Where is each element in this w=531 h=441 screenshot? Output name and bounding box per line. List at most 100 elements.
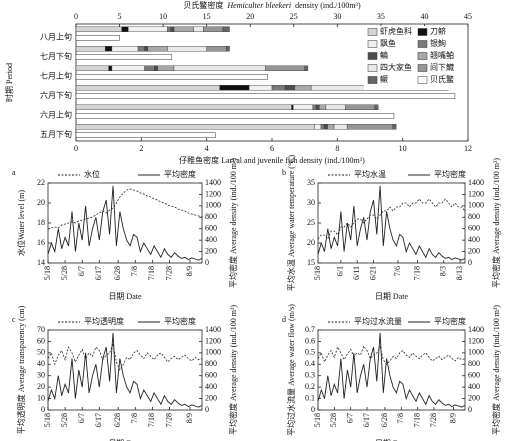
x-tick-label: 6/11 bbox=[352, 266, 361, 280]
x-tick-label: 4 bbox=[205, 144, 209, 153]
x-tick-label: 5/18 bbox=[43, 413, 52, 427]
legend-label: 鳊 bbox=[380, 50, 388, 60]
y-tick-label: 0 bbox=[311, 405, 315, 414]
legend-swatch bbox=[417, 40, 428, 48]
x-tick-label: 6/28 bbox=[113, 413, 122, 427]
y-tick-label: 七月上旬 bbox=[40, 71, 72, 81]
y-tick-label: 25 bbox=[307, 218, 315, 227]
bar-segment bbox=[319, 104, 327, 110]
legend-label: 水位 bbox=[84, 169, 100, 179]
y-axis-title: 平均过水流量 Average water flow (m/s) bbox=[286, 304, 296, 436]
y-tick-label: 30 bbox=[307, 198, 315, 207]
x-tick-label: 6 bbox=[270, 144, 274, 153]
bar-segment bbox=[137, 46, 145, 52]
x-axis-title: 日期 Date bbox=[375, 292, 409, 301]
y2-axis-title: 平均密度 Average density (ind./100 m³) bbox=[491, 158, 501, 288]
bar-segment bbox=[226, 46, 230, 52]
bar-segment bbox=[304, 65, 309, 71]
legend-swatch bbox=[367, 76, 378, 84]
bar-segment bbox=[320, 124, 325, 130]
y-tick-label: 70 bbox=[37, 325, 45, 334]
legend-label: 飘鱼 bbox=[380, 38, 396, 48]
x-tick-label: 7/28 bbox=[164, 413, 173, 427]
legend-swatch bbox=[367, 52, 378, 60]
bar bbox=[75, 74, 268, 80]
x-tick-label: 7/8 bbox=[130, 266, 139, 276]
y2-tick-label: 600 bbox=[468, 371, 480, 380]
legend-label: 虾虎鱼科 bbox=[380, 26, 412, 36]
x-tick-label: 7/18 bbox=[147, 266, 156, 280]
y-tick-label: 10 bbox=[37, 393, 45, 402]
y-tick-label: 0.2 bbox=[305, 382, 315, 391]
x-axis-title: 日期 Date bbox=[108, 292, 142, 301]
legend-label: 翘嘴鲌 bbox=[430, 50, 454, 60]
plot-frame bbox=[317, 329, 466, 411]
bar-segment bbox=[75, 124, 315, 130]
x-tick-label: 0 bbox=[74, 144, 78, 153]
y2-axis-title: 平均密度 Average density (ind./100 m³) bbox=[228, 305, 238, 435]
y-tick-label: 50 bbox=[37, 348, 45, 357]
y2-tick-label: 200 bbox=[468, 393, 480, 402]
bar-segment bbox=[193, 26, 204, 32]
y-axis-title: 平均透明度 Average transparency (cm) bbox=[16, 305, 26, 434]
legend-label: 鳜 bbox=[380, 74, 388, 84]
bar-segment bbox=[284, 85, 296, 91]
x-tick-label: 8/13 bbox=[455, 266, 464, 280]
bar-segment bbox=[315, 104, 320, 110]
legend-label: 平均密度 bbox=[164, 169, 196, 179]
x2-tick-label: 25 bbox=[290, 12, 298, 21]
legend-swatch bbox=[367, 28, 378, 36]
x-tick-label: 6/28 bbox=[380, 413, 389, 427]
x-tick-label: 10 bbox=[399, 144, 407, 153]
bar bbox=[75, 54, 173, 60]
x-tick-label: 8 bbox=[335, 144, 339, 153]
y-tick-label: 14 bbox=[37, 258, 45, 267]
legend-label: 平均透明度 bbox=[84, 316, 124, 326]
bar bbox=[75, 132, 216, 138]
x-tick-label: 6/1 bbox=[336, 266, 345, 276]
y-tick-label: 0 bbox=[41, 405, 45, 414]
bar bbox=[75, 93, 456, 99]
series-line bbox=[317, 332, 466, 408]
x-tick-label: 8/9 bbox=[185, 413, 194, 423]
x2-tick-label: 10 bbox=[159, 12, 167, 21]
x-tick-label: 7/28 bbox=[429, 413, 438, 427]
y2-tick-label: 200 bbox=[205, 393, 217, 402]
series-line bbox=[317, 345, 466, 365]
legend-label: 贝氏鳘 bbox=[430, 74, 454, 84]
series-line bbox=[317, 185, 466, 261]
x-tick-label: 5/28 bbox=[329, 413, 338, 427]
y-tick-label: 35 bbox=[307, 178, 315, 187]
legend-label: 间下鱵 bbox=[430, 62, 454, 72]
y2-tick-label: 0 bbox=[205, 258, 209, 267]
x-tick-label: 6/17 bbox=[362, 413, 371, 427]
y2-tick-label: 800 bbox=[468, 212, 480, 221]
bar-segment bbox=[154, 65, 158, 71]
bar-segment bbox=[248, 85, 273, 91]
y2-tick-label: 600 bbox=[205, 224, 217, 233]
y2-tick-label: 1000 bbox=[468, 348, 484, 357]
x-tick-label: 8/9 bbox=[185, 266, 194, 276]
legend-label: 平均水温 bbox=[354, 169, 386, 179]
x-axis-title: 日期 Date bbox=[375, 439, 409, 441]
x-tick-label: 6/28 bbox=[113, 266, 122, 280]
bar-segment bbox=[206, 46, 227, 52]
y-tick-label: 20 bbox=[307, 238, 315, 247]
y2-tick-label: 1200 bbox=[468, 189, 484, 198]
y2-tick-label: 1200 bbox=[205, 336, 221, 345]
x-tick-label: 5/28 bbox=[60, 266, 69, 280]
bar-segment bbox=[157, 65, 175, 71]
legend-label: 刀鲚 bbox=[430, 26, 446, 36]
y-tick-label: 0.1 bbox=[305, 393, 315, 402]
x-tick-label: 8/9 bbox=[448, 413, 457, 423]
y2-tick-label: 1200 bbox=[205, 189, 221, 198]
bar-segment bbox=[392, 124, 397, 130]
x-tick-label: 5/18 bbox=[43, 266, 52, 280]
y-tick-label: 20 bbox=[37, 198, 45, 207]
x2-tick-label: 5 bbox=[118, 12, 122, 21]
y-tick-label: 六月下旬 bbox=[40, 90, 72, 100]
x-tick-label: 7/6 bbox=[393, 266, 402, 276]
y-tick-label: 七月下旬 bbox=[40, 51, 72, 61]
y-tick-label: 22 bbox=[37, 178, 45, 187]
x2-title-unit: density (ind./100m³) bbox=[295, 1, 361, 10]
